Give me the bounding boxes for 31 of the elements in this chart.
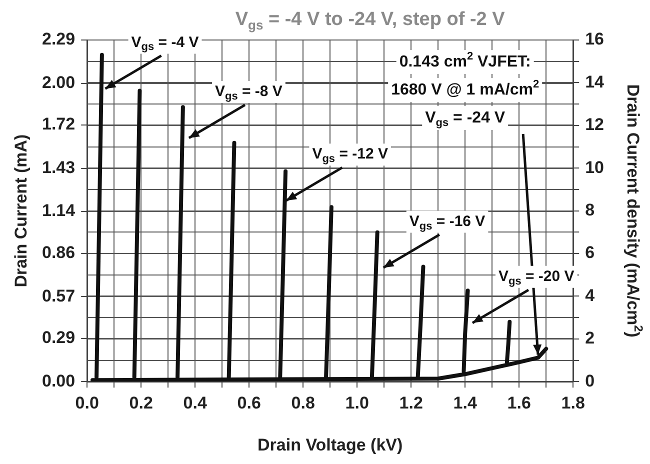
y2-tick-label: 14 xyxy=(585,72,605,92)
y-tick-label: 0.29 xyxy=(42,328,76,348)
x-tick-label: 0.2 xyxy=(129,393,153,412)
x-tick-label: 1.6 xyxy=(507,393,531,412)
x-tick-label: 1.4 xyxy=(453,393,478,412)
y2-tick-label: 10 xyxy=(585,158,604,177)
x-tick-label: 0.8 xyxy=(291,393,315,412)
x-axis-title: Drain Voltage (kV) xyxy=(258,436,403,455)
y2-axis-title: Drain Current density (mA/cm2) xyxy=(623,84,646,338)
x-tick-label: 1.2 xyxy=(399,393,423,412)
y2-tick-label: 8 xyxy=(585,200,595,220)
x-tick-label: 0.4 xyxy=(183,393,208,412)
y-tick-label: 0.86 xyxy=(42,243,76,262)
y2-tick-label: 12 xyxy=(585,115,604,134)
y2-tick-label: 6 xyxy=(585,243,595,262)
y2-tick-label: 2 xyxy=(585,328,595,348)
y2-tick-label: 4 xyxy=(585,286,596,305)
x-tick-label: 0.0 xyxy=(75,393,99,412)
x-tick-label: 1.8 xyxy=(561,393,585,412)
y-tick-label: 2.29 xyxy=(42,30,76,49)
y-axis-title: Drain Current (mA) xyxy=(12,134,31,288)
y2-tick-label: 0 xyxy=(585,371,595,390)
y2-tick-label: 16 xyxy=(585,30,604,49)
y-tick-label: 1.43 xyxy=(42,158,76,177)
y-tick-label: 1.14 xyxy=(42,201,76,220)
y-tick-label: 1.72 xyxy=(42,114,76,134)
x-tick-label: 1.0 xyxy=(345,393,369,412)
x-tick-label: 0.6 xyxy=(237,393,261,412)
y-tick-label: 2.00 xyxy=(42,72,76,92)
y-tick-label: 0.00 xyxy=(42,371,76,390)
y-tick-label: 0.57 xyxy=(42,286,76,306)
